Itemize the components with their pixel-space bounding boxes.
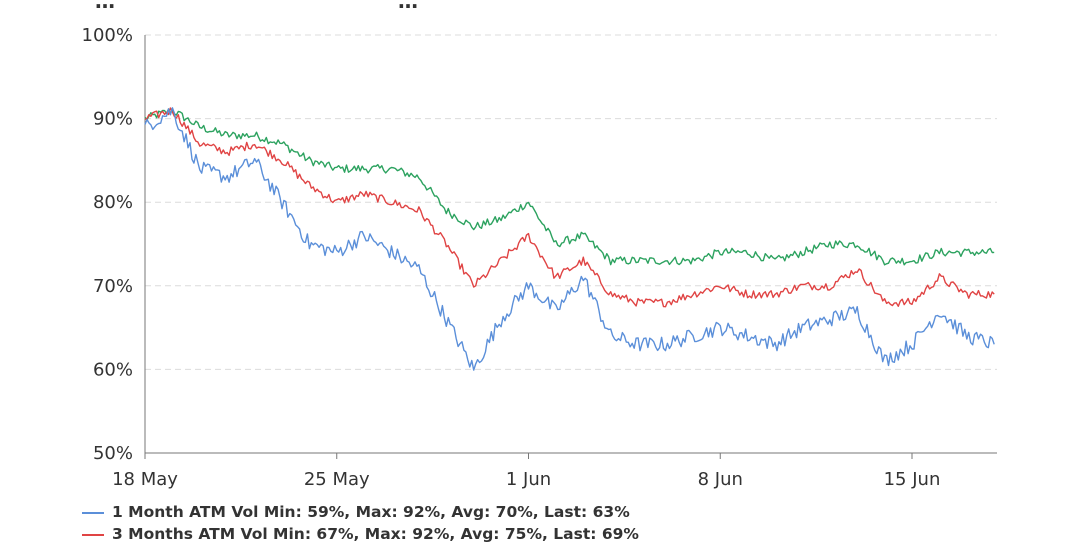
axes [144, 35, 997, 459]
y-tick-label: 90% [93, 109, 133, 130]
series-line-2 [144, 107, 995, 308]
gridlines [145, 34, 997, 370]
series-line-1 [144, 107, 995, 371]
x-tick-label: 1 Jun [506, 469, 551, 490]
legend-item-1[interactable]: 1 Month ATM Vol Min: 59%, Max: 92%, Avg:… [82, 503, 630, 521]
x-tick-label: 15 Jun [884, 469, 941, 490]
legend-swatch-2 [82, 533, 104, 536]
x-tick-label: 8 Jun [698, 469, 743, 490]
legend-text-1: 1 Month ATM Vol Min: 59%, Max: 92%, Avg:… [112, 503, 630, 521]
legend-swatch-1 [82, 511, 104, 514]
y-tick-label: 60% [93, 359, 133, 380]
series-line-3 [144, 108, 995, 266]
legend-item-2[interactable]: 3 Months ATM Vol Min: 67%, Max: 92%, Avg… [82, 525, 639, 543]
header-center-text: … [398, 0, 418, 13]
y-tick-label: 100% [82, 25, 133, 46]
y-tick-label: 80% [93, 192, 133, 213]
header-left-text: … [95, 0, 115, 13]
series-group [144, 107, 995, 371]
x-tick-label: 25 May [304, 469, 370, 490]
x-tick-label: 18 May [112, 469, 178, 490]
y-tick-label: 50% [93, 443, 133, 464]
legend-text-2: 3 Months ATM Vol Min: 67%, Max: 92%, Avg… [112, 525, 639, 543]
tick-labels: 50% 60% 70% 80% 90% 100% 18 May 25 May 1 Jun 8 Ju… [82, 25, 941, 490]
y-tick-label: 70% [93, 276, 133, 297]
